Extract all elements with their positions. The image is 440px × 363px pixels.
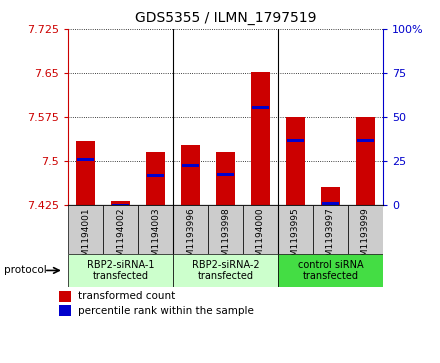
FancyBboxPatch shape [208, 205, 243, 254]
Bar [357, 139, 374, 142]
FancyBboxPatch shape [173, 205, 208, 254]
Text: GSM1194000: GSM1194000 [256, 208, 265, 268]
Text: RBP2-siRNA-1
transfected: RBP2-siRNA-1 transfected [87, 260, 154, 281]
Text: GSM1193996: GSM1193996 [186, 208, 195, 268]
Bar [217, 173, 234, 176]
FancyBboxPatch shape [348, 205, 383, 254]
Bar [182, 164, 199, 167]
Bar [147, 174, 164, 177]
FancyBboxPatch shape [138, 205, 173, 254]
Bar [77, 158, 94, 162]
FancyBboxPatch shape [243, 205, 278, 254]
Bar [216, 152, 235, 205]
Text: GSM1193999: GSM1193999 [361, 208, 370, 268]
Title: GDS5355 / ILMN_1797519: GDS5355 / ILMN_1797519 [135, 11, 316, 25]
Text: RBP2-siRNA-2
transfected: RBP2-siRNA-2 transfected [192, 260, 259, 281]
FancyBboxPatch shape [173, 254, 278, 287]
FancyBboxPatch shape [68, 254, 173, 287]
Text: percentile rank within the sample: percentile rank within the sample [78, 306, 254, 316]
FancyBboxPatch shape [68, 205, 103, 254]
Bar [286, 117, 305, 205]
Bar [76, 140, 95, 205]
Text: protocol: protocol [4, 265, 47, 276]
Text: GSM1193997: GSM1193997 [326, 208, 335, 268]
FancyBboxPatch shape [103, 205, 138, 254]
Bar [356, 117, 375, 205]
Text: GSM1193995: GSM1193995 [291, 208, 300, 268]
Bar [59, 305, 71, 316]
Bar [146, 152, 165, 205]
FancyBboxPatch shape [278, 205, 313, 254]
Bar [252, 106, 269, 109]
Bar [322, 203, 339, 205]
Text: GSM1194003: GSM1194003 [151, 208, 160, 268]
Text: GSM1194002: GSM1194002 [116, 208, 125, 268]
Text: GSM1193998: GSM1193998 [221, 208, 230, 268]
Text: GSM1194001: GSM1194001 [81, 208, 90, 268]
Bar [321, 188, 340, 205]
Bar [287, 139, 304, 142]
Bar [181, 145, 200, 205]
FancyBboxPatch shape [278, 254, 383, 287]
Bar [112, 204, 129, 207]
Bar [251, 72, 270, 205]
FancyBboxPatch shape [313, 205, 348, 254]
Bar [59, 291, 71, 302]
Text: transformed count: transformed count [78, 291, 175, 301]
Text: control siRNA
transfected: control siRNA transfected [297, 260, 363, 281]
Bar [111, 201, 130, 205]
